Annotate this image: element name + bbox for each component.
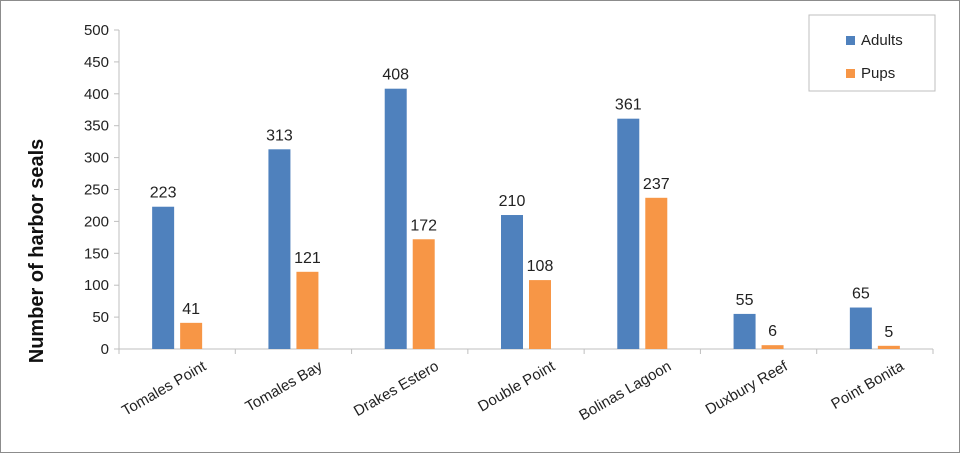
y-tick-label: 200 xyxy=(84,213,109,230)
bar-adults xyxy=(501,215,523,349)
bar-pups xyxy=(412,239,435,349)
data-label: 408 xyxy=(382,67,409,84)
y-tick-label: 100 xyxy=(84,277,109,294)
y-tick-label: 400 xyxy=(84,86,109,103)
y-axis-label: Number of harbor seals xyxy=(26,139,48,364)
legend-box xyxy=(808,14,936,92)
legend: Adults Pups xyxy=(808,14,936,92)
legend-swatch xyxy=(846,36,855,45)
data-label: 361 xyxy=(615,97,642,114)
legend-swatch xyxy=(846,69,855,78)
data-label: 5 xyxy=(884,324,893,341)
bar-pups xyxy=(180,322,203,349)
x-tick-label: Duxbury Reef xyxy=(703,357,792,418)
y-tick-label: 250 xyxy=(84,182,109,199)
data-label: 313 xyxy=(266,127,293,144)
data-label: 223 xyxy=(150,185,177,202)
data-label: 6 xyxy=(768,323,777,340)
legend-entry: Adults xyxy=(861,32,903,49)
data-label: 55 xyxy=(736,292,754,309)
y-tick-label: 0 xyxy=(101,341,109,358)
bar-pups xyxy=(645,197,668,349)
y-tick-label: 450 xyxy=(84,54,109,71)
legend-entry: Pups xyxy=(861,65,895,82)
bar-adults xyxy=(617,118,640,349)
bar-adults xyxy=(849,307,872,349)
x-tick-label: Point Bonita xyxy=(828,357,907,412)
x-tick-label: Tomales Bay xyxy=(243,357,326,415)
bar-adults xyxy=(152,206,175,349)
bar-adults xyxy=(384,88,407,350)
bar-pups xyxy=(296,271,319,349)
x-tick-label: Double Point xyxy=(475,357,559,415)
y-tick-label: 50 xyxy=(92,309,109,326)
x-tick-label: Tomales Point xyxy=(119,357,210,419)
bar-pups xyxy=(877,345,900,349)
bar-pups xyxy=(761,345,784,349)
bar-adults xyxy=(733,313,756,349)
data-label: 108 xyxy=(527,258,554,275)
x-axis: Tomales Point Tomales Bay Drakes Estero Dou… xyxy=(118,348,934,424)
data-label: 237 xyxy=(643,176,670,193)
y-tick-label: 350 xyxy=(84,118,109,135)
y-tick-label: 300 xyxy=(84,150,109,167)
y-tick-label: 150 xyxy=(84,245,109,262)
bar-adults xyxy=(268,149,291,349)
x-tick-label: Bolinas Lagoon xyxy=(576,358,674,424)
bar-pups xyxy=(529,280,551,349)
y-axis: 0 50 100 150 200 250 300 350 400 450 500 xyxy=(84,22,120,358)
data-label: 210 xyxy=(499,193,526,210)
data-label: 41 xyxy=(182,301,200,318)
data-label: 172 xyxy=(410,217,437,234)
data-label: 65 xyxy=(852,286,870,303)
x-tick-label: Drakes Estero xyxy=(351,358,442,420)
data-label: 121 xyxy=(294,250,321,267)
bars xyxy=(152,88,900,350)
y-tick-label: 500 xyxy=(84,22,109,39)
